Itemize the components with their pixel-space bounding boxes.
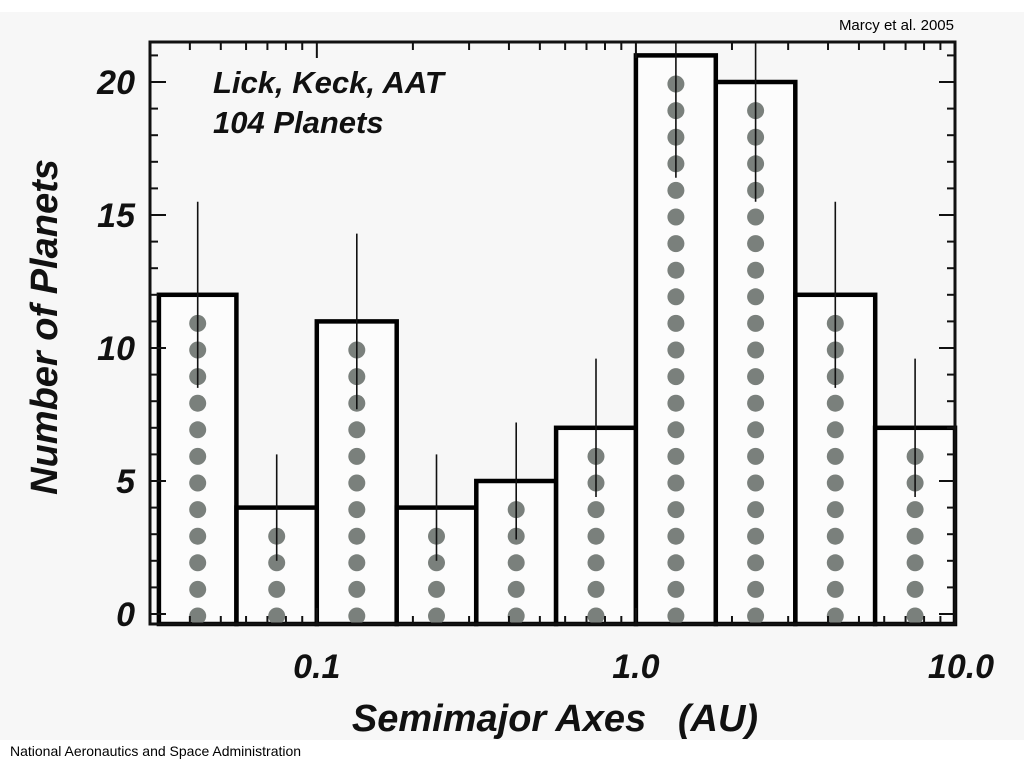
planet-dot [268,580,286,598]
planet-dot [507,580,525,598]
planet-dot [667,421,685,439]
planet-dot [906,607,924,625]
planet-dot [587,501,605,519]
planet-dot [826,447,844,465]
planet-dot [348,421,366,439]
planet-dot [747,474,765,492]
planet-dot [428,554,445,572]
x-tick-label: 1.0 [612,648,659,686]
planet-dot [189,474,207,492]
planet-dot [667,394,685,412]
planet-dot [747,394,765,412]
planet-dot [747,421,765,439]
y-axis-title: Number of Planets [24,159,66,495]
footer-credit: National Aeronautics and Space Administr… [10,743,302,759]
y-tick-label: 0 [116,596,135,634]
tick-labels-layer: 0 5 10 15 20 0.1 1.0 10.0 [96,64,994,686]
planet-dot [667,208,685,226]
y-tick-label: 20 [96,64,135,102]
planet-dot [906,580,924,598]
planet-dot [747,235,765,253]
planet-dot [189,580,207,598]
planet-dot [667,447,685,465]
planet-dot [587,580,605,598]
planet-dot [747,314,765,332]
planet-dot [348,607,366,625]
planet-dot [587,527,605,545]
planet-dot [667,235,685,253]
planet-dot [826,607,844,625]
citation-text: Marcy et al. 2005 [838,17,954,34]
planet-dot [507,607,525,625]
planet-dot [428,580,445,598]
planet-dot [667,288,685,306]
x-tick-label: 10.0 [928,648,994,686]
plot-frame [148,40,957,626]
x-axis-title: Semimajor Axes (AU) [352,698,758,740]
planet-dot [189,527,207,545]
planet-dot [906,501,924,519]
ticks-layer [149,42,955,624]
y-tick-label: 10 [97,330,135,368]
planet-dot [667,580,685,598]
y-tick-label: 15 [97,197,136,235]
planet-dot [747,447,765,465]
planet-dot [826,421,844,439]
planet-dot [826,580,844,598]
annotation-line-1: Lick, Keck, AAT [213,65,447,100]
planet-dot [747,261,765,279]
planet-dot [667,341,685,359]
x-tick-label: 0.1 [293,648,340,686]
planet-dot [587,554,605,572]
planet-dot [826,501,844,519]
planet-dot [747,341,765,359]
planet-dot [747,501,765,519]
planet-dot [747,208,765,226]
planet-dot [189,607,207,625]
planet-dot [348,501,366,519]
planet-dot [747,580,765,598]
planet-dot [348,447,366,465]
planet-dot [189,501,207,519]
planet-dot [667,261,685,279]
planet-dot [826,527,844,545]
planet-dot [747,554,765,572]
errorbars-layer [196,42,916,561]
planet-dot [189,421,207,439]
planet-dot [667,368,685,386]
planet-dot [906,527,924,545]
planet-dot [667,474,685,492]
planet-dot [348,474,366,492]
planet-dot [348,527,366,545]
planet-dot [587,607,605,625]
planet-dot [667,554,685,572]
planet-dot [906,554,924,572]
planet-dot [268,607,286,625]
planet-dot [428,607,445,625]
planet-dot [826,394,844,412]
planet-dot [268,554,286,572]
planet-dot [507,554,525,572]
planet-dot [667,501,685,519]
y-tick-label: 5 [116,463,136,501]
planet-dot [826,554,844,572]
planet-dot [348,554,366,572]
planet-dot [189,554,207,572]
annotation-line-2: 104 Planets [213,105,384,140]
planet-dot [747,527,765,545]
planet-dot [747,607,765,625]
planet-dot [747,368,765,386]
planet-dot [667,527,685,545]
planet-dot [348,580,366,598]
planet-dot [747,288,765,306]
planet-dot [189,447,207,465]
planet-dot [189,394,207,412]
planet-dot [667,181,685,199]
planet-dot [667,607,685,625]
planet-dot [667,314,685,332]
planet-dot [826,474,844,492]
